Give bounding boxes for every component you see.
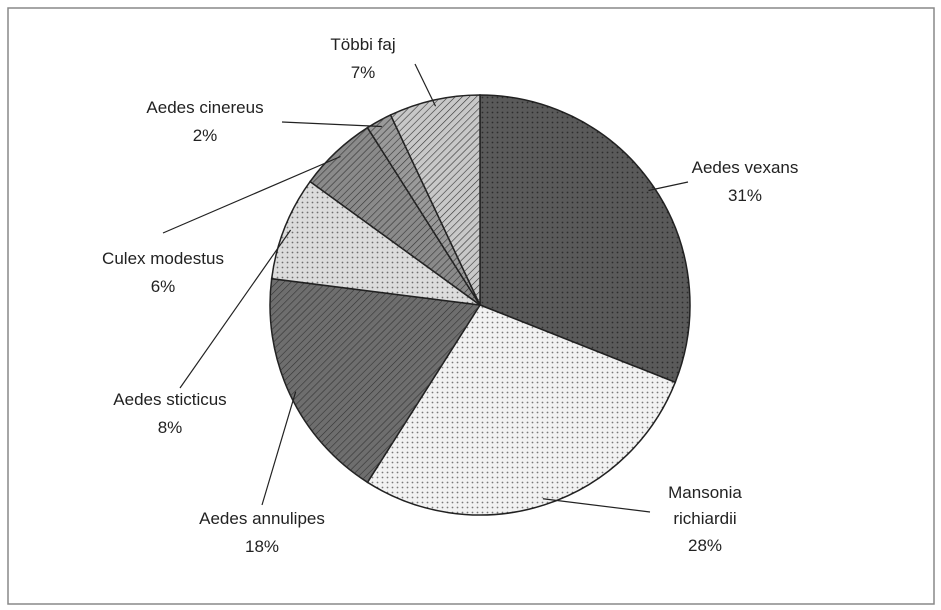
frame [7, 7, 935, 605]
value-label: 6% [150, 277, 176, 296]
leader-line [648, 181, 689, 192]
leader-line [261, 391, 297, 506]
value-label: 7% [350, 63, 376, 82]
leader-line [414, 63, 437, 107]
leader-line [281, 121, 382, 128]
leader-line [542, 498, 651, 513]
value-label: 28% [687, 536, 723, 555]
value-label: 31% [727, 186, 763, 205]
slice-label: Culex modestus 6% [102, 245, 224, 301]
slice-label: Aedes cinereus 2% [146, 94, 263, 150]
value-label: 18% [244, 537, 280, 556]
slice-label: Aedes sticticus 8% [113, 386, 226, 442]
category-label: Aedes sticticus [113, 390, 227, 409]
category-label: Többi faj [330, 35, 396, 54]
leader-line [179, 229, 292, 389]
category-label: Mansonia richiardii [668, 483, 742, 528]
slice-label: Aedes vexans 31% [692, 154, 799, 210]
category-label: Aedes cinereus [146, 98, 264, 117]
category-label: Culex modestus [102, 249, 224, 268]
value-label: 2% [192, 126, 218, 145]
slice-label: Többi faj 7% [330, 31, 395, 87]
category-label: Aedes vexans [691, 158, 799, 177]
slice-label: Aedes annulipes 18% [199, 505, 325, 561]
leader-line [162, 155, 341, 234]
value-label: 8% [157, 418, 183, 437]
category-label: Aedes annulipes [199, 509, 325, 528]
slice-label: Mansonia richiardii 28% [650, 480, 760, 560]
